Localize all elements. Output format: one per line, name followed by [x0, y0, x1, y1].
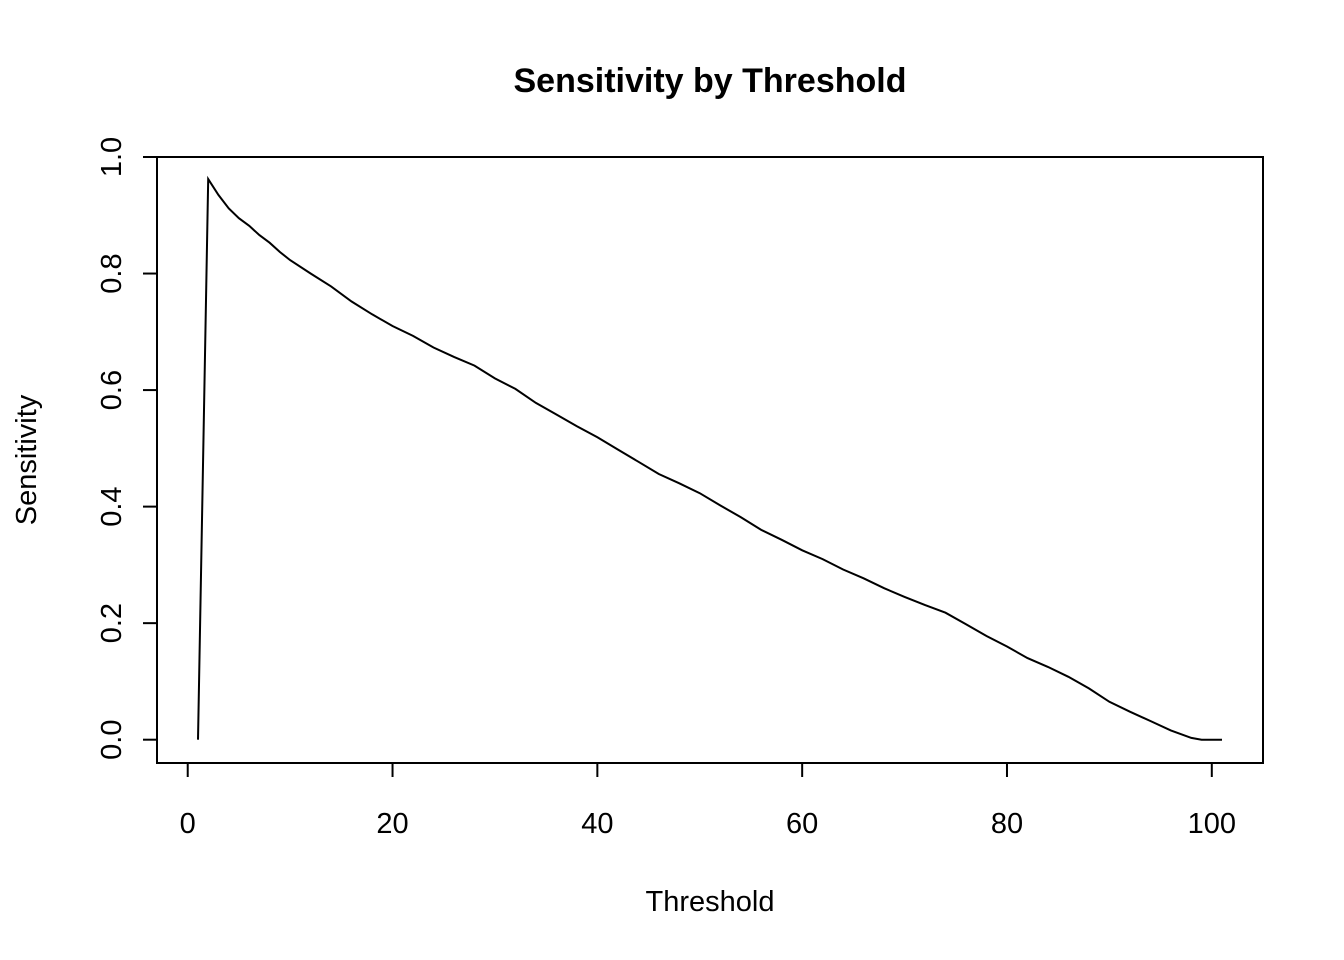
x-axis: 0 20 40 60 80 100: [180, 762, 1236, 840]
y-tick-label: 0.2: [96, 603, 128, 643]
y-axis-label: Sensitivity: [11, 394, 43, 525]
x-tick-label: 20: [376, 808, 408, 840]
y-tick-label: 0.6: [96, 370, 128, 410]
y-tick-label: 0.0: [96, 720, 128, 760]
y-axis: 0.0 0.2 0.4 0.6 0.8 1.0: [96, 137, 158, 760]
y-tick-label: 1.0: [96, 137, 128, 177]
x-axis-label: Threshold: [646, 886, 775, 918]
x-tick-label: 80: [991, 808, 1023, 840]
x-tick-label: 40: [581, 808, 613, 840]
y-tick-label: 0.8: [96, 253, 128, 293]
x-tick-label: 60: [786, 808, 818, 840]
x-tick-label: 0: [180, 808, 196, 840]
sensitivity-line: [197, 175, 1222, 741]
x-tick-label: 100: [1188, 808, 1236, 840]
y-tick-label: 0.4: [96, 486, 128, 526]
plot-frame: [156, 156, 1264, 764]
chart-title: Sensitivity by Threshold: [514, 62, 907, 100]
